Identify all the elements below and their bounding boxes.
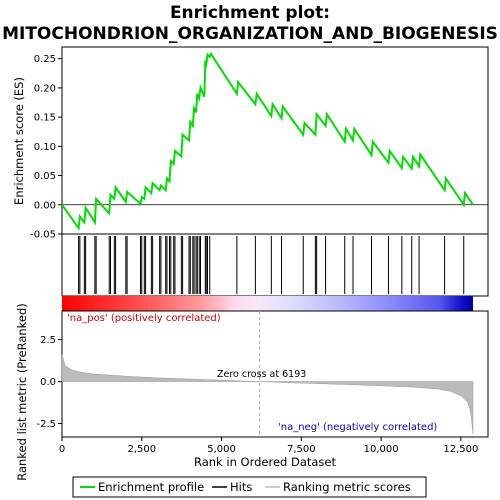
ranked-y-tick-label: 2.5	[40, 335, 56, 346]
hits-marks	[78, 236, 465, 294]
ranked-x-axis-ticks: 0 2,500 5,000 7,500 10,000 12,500	[59, 437, 478, 455]
x-tick-label: 12,500	[443, 444, 478, 455]
es-y-tick-label: 0.05	[34, 171, 56, 182]
legend-hits-label: Hits	[230, 480, 252, 494]
x-tick-label: 7,500	[287, 444, 316, 455]
zero-cross-label: Zero cross at 6193	[217, 369, 306, 380]
x-tick-label: 0	[59, 444, 65, 455]
ranked-panel-frame	[61, 310, 489, 438]
ranked-y-axis-ticks: -2.5 0.0 2.5	[36, 335, 62, 430]
x-tick-label: 10,000	[364, 444, 399, 455]
ranked-y-tick-label: -2.5	[36, 419, 56, 430]
ranked-y-tick-label: 0.0	[40, 377, 56, 388]
es-y-tick-label: 0.10	[34, 142, 56, 153]
hits-panel-frame	[61, 233, 489, 297]
x-tick-label: 5,000	[207, 444, 236, 455]
legend-box	[72, 476, 427, 498]
ranked-y-axis-label: Ranked list metric (PreRanked)	[15, 303, 29, 481]
legend-enrichment-label: Enrichment profile	[98, 480, 204, 494]
ranking-color-bar	[62, 296, 473, 311]
legend-metric-label: Ranking metric scores	[283, 480, 411, 494]
x-tick-label: 2,500	[127, 444, 156, 455]
chart-title-line1: Enrichment plot:	[170, 3, 330, 23]
x-axis-label: Rank in Ordered Dataset	[194, 455, 337, 469]
es-y-axis-ticks: -0.05 0.00 0.05 0.10 0.15 0.20 0.25	[30, 54, 62, 241]
es-y-tick-label: -0.05	[30, 230, 56, 241]
enrichment-profile-line	[61, 51, 474, 231]
es-y-tick-label: 0.20	[34, 83, 56, 94]
es-y-axis-label: Enrichment score (ES)	[12, 77, 26, 205]
es-y-tick-label: 0.25	[34, 54, 56, 65]
es-y-tick-label: 0.15	[34, 113, 56, 124]
es-y-tick-label: 0.00	[34, 200, 56, 211]
ranking-metric-area	[61, 354, 474, 434]
es-panel-frame	[61, 46, 489, 235]
chart-title-line2: MITOCHONDRION_ORGANIZATION_AND_BIOGENESI…	[2, 24, 498, 44]
negative-correlation-label: 'na_neg' (negatively correlated)	[278, 422, 437, 433]
positive-correlation-label: 'na_pos' (positively correlated)	[67, 313, 221, 324]
